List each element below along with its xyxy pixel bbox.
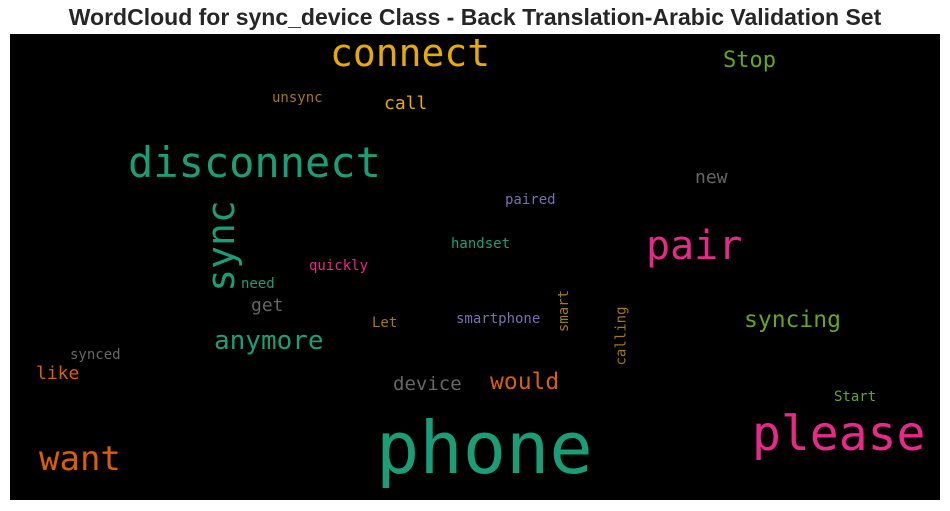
word-paired: paired [505, 192, 556, 208]
word-phone: phone [376, 406, 593, 490]
word-would: would [490, 369, 560, 395]
word-get: get [251, 295, 284, 316]
word-stop: Stop [723, 48, 776, 73]
word-let: Let [372, 315, 398, 331]
word-want: want [39, 439, 121, 479]
word-synced: synced [70, 347, 121, 363]
word-pair: pair [646, 223, 743, 269]
word-start: Start [834, 389, 877, 405]
word-sync: sync [198, 200, 243, 292]
word-anymore: anymore [214, 326, 324, 356]
wordcloud-canvas: phone please disconnect connect want pai… [10, 34, 940, 500]
word-smart: smart [556, 289, 573, 333]
word-quickly: quickly [309, 258, 369, 274]
word-call: call [384, 93, 428, 114]
word-unsync: unsync [272, 90, 323, 106]
chart-title: WordCloud for sync_device Class - Back T… [68, 4, 882, 30]
word-need: need [241, 276, 275, 292]
word-smartphone: smartphone [456, 311, 541, 327]
word-new: new [695, 167, 728, 188]
word-connect: connect [330, 34, 491, 75]
word-like: like [36, 363, 80, 384]
word-calling: calling [613, 306, 630, 366]
word-device: device [393, 373, 462, 395]
word-handset: handset [451, 236, 511, 252]
word-syncing: syncing [744, 307, 841, 333]
word-please: please [752, 406, 926, 462]
word-disconnect: disconnect [128, 138, 381, 187]
